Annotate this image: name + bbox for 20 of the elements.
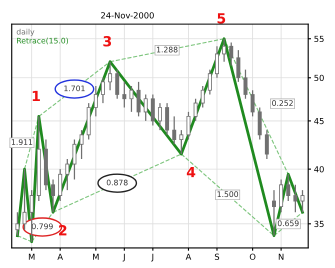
x-tick-label: S: [214, 254, 220, 260]
y-tick-label: 35: [314, 220, 324, 228]
y-tick-label: 45: [314, 118, 324, 124]
x-tick-label: J: [122, 254, 125, 262]
y-tick-label: 40: [314, 166, 324, 172]
x-tick-label: M: [93, 254, 99, 260]
x-tick-label: O: [250, 254, 256, 260]
annotation: 3: [103, 36, 112, 47]
x-tick-label: J: [151, 254, 154, 262]
x-tick-label: A: [186, 254, 192, 260]
x-tick-label: A: [57, 254, 63, 260]
x-tick-label: M: [28, 254, 34, 260]
x-tick-label: N: [278, 254, 284, 260]
text: 5: [218, 13, 226, 24]
annotation: 4: [186, 166, 196, 178]
y-tick-label: 50: [314, 74, 324, 82]
annotation: 2: [59, 225, 66, 236]
chart-subtitle: 24-Nov-2000: [101, 12, 154, 19]
y-tick-label: 55: [314, 36, 324, 42]
annotation: 1: [32, 90, 40, 101]
